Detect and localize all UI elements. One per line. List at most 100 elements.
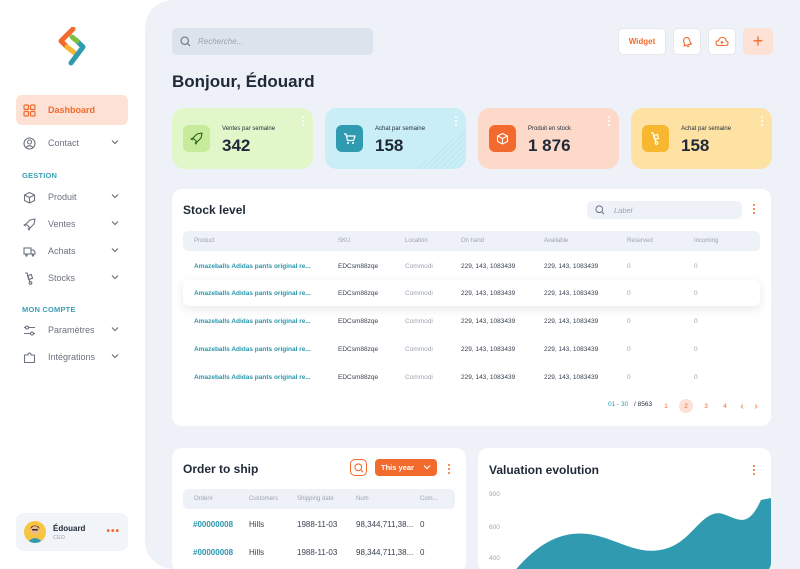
more-icon[interactable]	[455, 116, 458, 127]
order-link[interactable]: #00000008	[193, 520, 234, 529]
sliders-icon	[22, 323, 36, 337]
y-tick-label: 600	[489, 524, 500, 531]
order-to-ship-card: Order to ship This year Order# Customers…	[172, 448, 466, 569]
product-link[interactable]: Amazeballs Adidas pants original re...	[194, 290, 311, 297]
prev-page-icon[interactable]: ‹	[740, 400, 744, 412]
table-row[interactable]: Amazeballs Adidas pants original re... E…	[183, 336, 760, 362]
product-link[interactable]: Amazeballs Adidas pants original re...	[194, 263, 311, 270]
more-icon[interactable]	[753, 465, 757, 477]
card-title: Stock level	[183, 203, 246, 217]
next-page-icon[interactable]: ›	[754, 400, 758, 412]
table-row[interactable]: #00000008 Hills 1988-11-03 98,344,711,38…	[183, 511, 455, 537]
stat-card-ventes[interactable]: Ventes par semaine 342	[172, 108, 313, 169]
table-header: Order# Customers Shipping date Num Com..…	[183, 489, 455, 509]
column-header: SKU	[338, 238, 351, 244]
num-cell: 98,344,711,38...	[356, 520, 414, 529]
location-cell: Commodi	[405, 263, 433, 270]
box-icon	[22, 190, 36, 204]
product-link[interactable]: Amazeballs Adidas pants original re...	[194, 318, 311, 325]
widget-button[interactable]: Widget	[618, 28, 666, 55]
product-link[interactable]: Amazeballs Adidas pants original re...	[194, 346, 311, 353]
stat-value: 158	[681, 136, 710, 155]
product-link[interactable]: Amazeballs Adidas pants original re...	[194, 374, 311, 381]
table-row[interactable]: Amazeballs Adidas pants original re... E…	[183, 364, 760, 390]
sidebar-item-label: Stocks	[48, 273, 76, 283]
com-cell: 0	[420, 548, 425, 557]
table-row[interactable]: Amazeballs Adidas pants original re... E…	[183, 308, 760, 334]
chevron-down-icon	[111, 221, 119, 226]
more-icon[interactable]	[302, 116, 305, 127]
sidebar-item-dashboard[interactable]: Dashboard	[16, 95, 128, 125]
table-row[interactable]: Amazeballs Adidas pants original re... E…	[183, 253, 760, 279]
more-icon[interactable]	[608, 116, 611, 127]
chevron-down-icon	[111, 248, 119, 253]
sku-cell: EDCsm88zqe	[338, 374, 379, 381]
column-header: Com...	[420, 496, 438, 502]
stat-value: 1 876	[528, 136, 571, 155]
valuation-evolution-card: Valuation evolution 900 600 400	[478, 448, 771, 569]
column-header: Order#	[194, 496, 213, 502]
more-options-icon[interactable]: •••	[106, 526, 120, 537]
pager-range: 01 - 30	[608, 401, 629, 408]
add-button[interactable]: +	[743, 28, 773, 55]
search-button[interactable]	[350, 459, 367, 476]
more-icon[interactable]	[761, 116, 764, 127]
order-link[interactable]: #00000008	[193, 548, 234, 557]
app-logo[interactable]	[56, 27, 88, 67]
chevron-down-icon	[111, 140, 119, 145]
sidebar-item-stocks[interactable]: Stocks	[16, 263, 128, 293]
customer-cell: Hills	[249, 520, 265, 529]
on-hand-cell: 229, 143, 1083439	[461, 263, 516, 270]
user-profile-card[interactable]: Édouard CEO •••	[16, 513, 128, 551]
pager-total: / 8563	[634, 401, 653, 408]
table-row[interactable]: Amazeballs Adidas pants original re... E…	[183, 280, 760, 306]
incoming-cell: 0	[694, 374, 698, 381]
user-icon	[22, 136, 36, 150]
notification-button[interactable]	[673, 28, 701, 55]
page-button-active[interactable]: 2	[679, 399, 693, 413]
sidebar-item-achats[interactable]: Achats	[16, 236, 128, 266]
card-title: Order to ship	[183, 462, 259, 476]
more-icon[interactable]	[753, 204, 757, 216]
location-cell: Commodi	[405, 346, 433, 353]
column-header: Reserved	[627, 238, 653, 244]
hand-truck-icon	[22, 271, 36, 285]
sidebar-item-parametres[interactable]: Paramètres	[16, 315, 128, 345]
sku-cell: EDCsm88zqe	[338, 318, 379, 325]
search-icon	[595, 205, 605, 215]
cart-icon	[336, 125, 363, 152]
sku-cell: EDCsm88zqe	[338, 290, 379, 297]
available-cell: 229, 143, 1083439	[544, 318, 599, 325]
sidebar-item-produit[interactable]: Produit	[16, 182, 128, 212]
stat-card-achats[interactable]: Achat par semaine 158	[325, 108, 466, 169]
avatar	[24, 521, 46, 543]
grid-icon	[22, 103, 36, 117]
more-icon[interactable]	[448, 464, 452, 476]
chevron-down-icon	[111, 327, 119, 332]
sidebar-item-contact[interactable]: Contact	[16, 128, 128, 158]
customer-cell: Hills	[249, 548, 265, 557]
label-search-input[interactable]: Label	[587, 201, 742, 219]
table-row[interactable]: #00000008 Hills 1988-11-03 98,344,711,38…	[183, 539, 455, 565]
sidebar: Dashboard Contact GESTION Produit Ventes…	[0, 0, 145, 569]
page-button[interactable]: 3	[704, 402, 708, 410]
sidebar-item-label: Ventes	[48, 219, 76, 229]
sidebar-item-integrations[interactable]: Intégrations	[16, 342, 128, 372]
chevron-down-icon	[111, 354, 119, 359]
sidebar-item-label: Intégrations	[48, 352, 96, 362]
stat-card-produit[interactable]: Produit en stock 1 876	[478, 108, 619, 169]
page-button[interactable]: 4	[723, 402, 727, 410]
page-title: Bonjour, Édouard	[172, 72, 315, 91]
search-input[interactable]: Recherche...	[172, 28, 373, 55]
page-button[interactable]: 1	[664, 402, 668, 410]
y-tick-label: 400	[489, 555, 500, 562]
cloud-upload-button[interactable]	[708, 28, 736, 55]
chevron-down-icon	[423, 465, 431, 470]
year-filter-dropdown[interactable]: This year	[375, 459, 437, 476]
shipping-date-cell: 1988-11-03	[297, 548, 338, 557]
column-header: Incoming	[694, 238, 719, 244]
stat-label: Produit en stock	[528, 126, 572, 132]
sidebar-item-ventes[interactable]: Ventes	[16, 209, 128, 239]
stat-card-achat-2[interactable]: Achat par semaine 158	[631, 108, 772, 169]
stat-label: Ventes par semaine	[222, 126, 276, 132]
